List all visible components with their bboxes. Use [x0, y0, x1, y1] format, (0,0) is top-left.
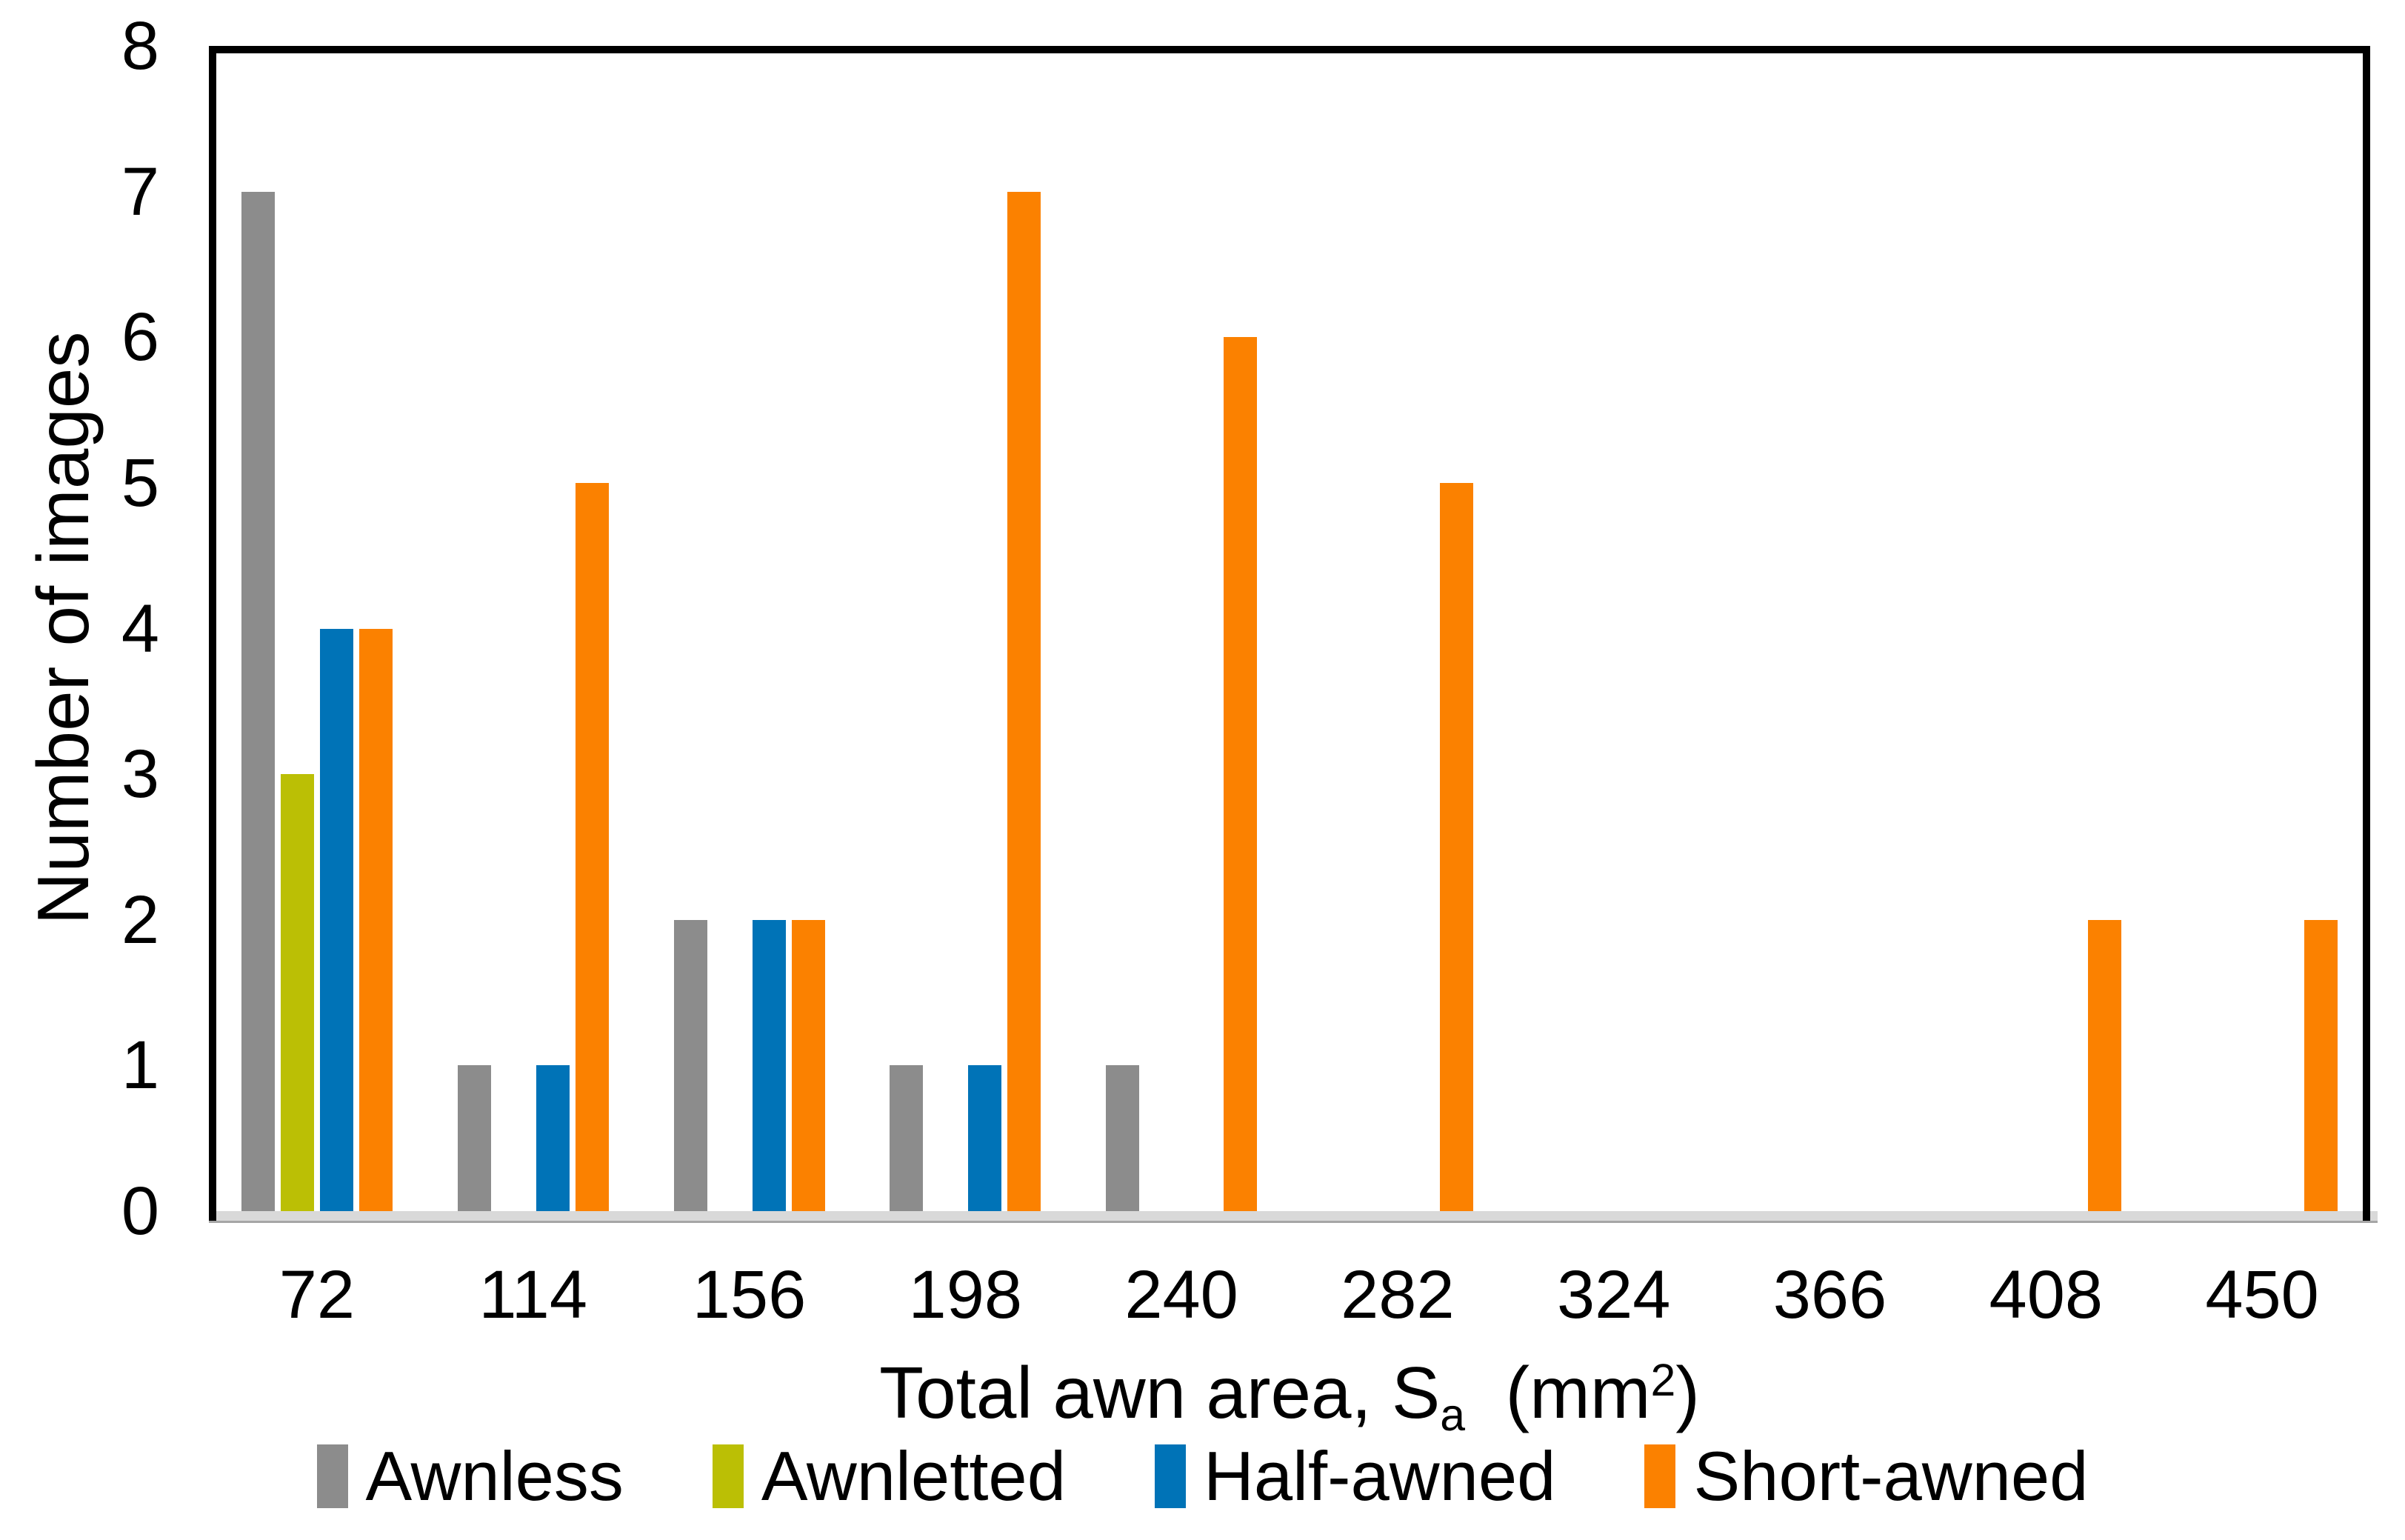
bar-half-awned-72 [319, 628, 353, 1211]
x-tick-label-408: 408 [1989, 1257, 2104, 1333]
bar-awnless-114 [457, 1065, 491, 1211]
legend-swatch-awnless [316, 1444, 348, 1508]
bar-awnletted-72 [280, 774, 314, 1211]
x-axis-title: Total awn area, Sa (mm2) [209, 1344, 2370, 1441]
legend-swatch-short-awned [1644, 1444, 1676, 1508]
y-tick-label-2: 2 [121, 881, 159, 958]
bar-short-awned-198 [1007, 191, 1041, 1211]
x-tick-label-450: 450 [2205, 1257, 2319, 1333]
x-tick-label-366: 366 [1772, 1257, 1887, 1333]
bar-awnless-240 [1106, 1065, 1140, 1211]
legend-item-short-awned: Short-awned [1644, 1439, 2088, 1513]
y-tick-label-6: 6 [121, 299, 159, 376]
y-tick-label-7: 7 [121, 153, 159, 230]
legend: Awnless Awnletted Half-awned Short-awned [0, 1433, 2405, 1519]
x-axis-title-subscript: a [1440, 1390, 1466, 1440]
x-tick-label-282: 282 [1341, 1257, 1455, 1333]
legend-label-short-awned: Short-awned [1693, 1436, 2089, 1515]
y-tick-label-5: 5 [121, 444, 159, 521]
x-axis-baseline [209, 1211, 2378, 1223]
x-tick-label-198: 198 [908, 1257, 1023, 1333]
x-tick-label-72: 72 [278, 1257, 356, 1333]
y-tick-label-3: 3 [121, 736, 159, 813]
bar-short-awned-282 [1439, 482, 1473, 1211]
legend-label-awnless: Awnless [365, 1436, 624, 1515]
bar-awnless-156 [673, 919, 707, 1211]
x-axis-title-suffix: ) [1675, 1352, 1700, 1433]
legend-item-half-awned: Half-awned [1155, 1439, 1555, 1513]
y-tick-label-0: 0 [121, 1173, 159, 1249]
bar-awnless-72 [241, 191, 275, 1211]
x-tick-label-240: 240 [1124, 1257, 1238, 1333]
y-tick-label-4: 4 [121, 590, 159, 667]
plot-border-right [2363, 46, 2370, 1221]
y-tick-label-8: 8 [121, 8, 159, 84]
legend-label-awnletted: Awnletted [761, 1436, 1066, 1515]
bar-short-awned-408 [2088, 919, 2122, 1211]
legend-swatch-half-awned [1155, 1444, 1186, 1508]
legend-swatch-awnletted [712, 1444, 744, 1508]
bar-awnless-198 [890, 1065, 924, 1211]
bar-short-awned-240 [1224, 337, 1258, 1211]
bar-short-awned-450 [2304, 919, 2338, 1211]
plot-border-top [209, 46, 2370, 53]
x-axis-title-superscript: 2 [1650, 1354, 1676, 1405]
bar-short-awned-72 [358, 628, 393, 1211]
bar-short-awned-114 [575, 482, 609, 1211]
x-tick-label-324: 324 [1556, 1257, 1671, 1333]
y-axis-title: Number of images [22, 331, 104, 925]
bar-half-awned-198 [968, 1065, 1002, 1211]
x-axis-title-prefix: Total awn area, S [879, 1352, 1441, 1433]
x-tick-label-114: 114 [478, 1257, 588, 1333]
y-tick-label-1: 1 [121, 1027, 159, 1104]
x-axis-title-mid: (mm [1465, 1352, 1651, 1433]
legend-item-awnless: Awnless [316, 1436, 624, 1515]
bar-half-awned-114 [536, 1065, 570, 1211]
legend-item-awnletted: Awnletted [712, 1436, 1066, 1515]
bar-short-awned-156 [791, 919, 825, 1211]
bar-half-awned-156 [752, 919, 786, 1211]
plot-border-left [209, 46, 216, 1221]
x-tick-label-156: 156 [692, 1257, 807, 1333]
legend-label-half-awned: Half-awned [1204, 1436, 1556, 1515]
